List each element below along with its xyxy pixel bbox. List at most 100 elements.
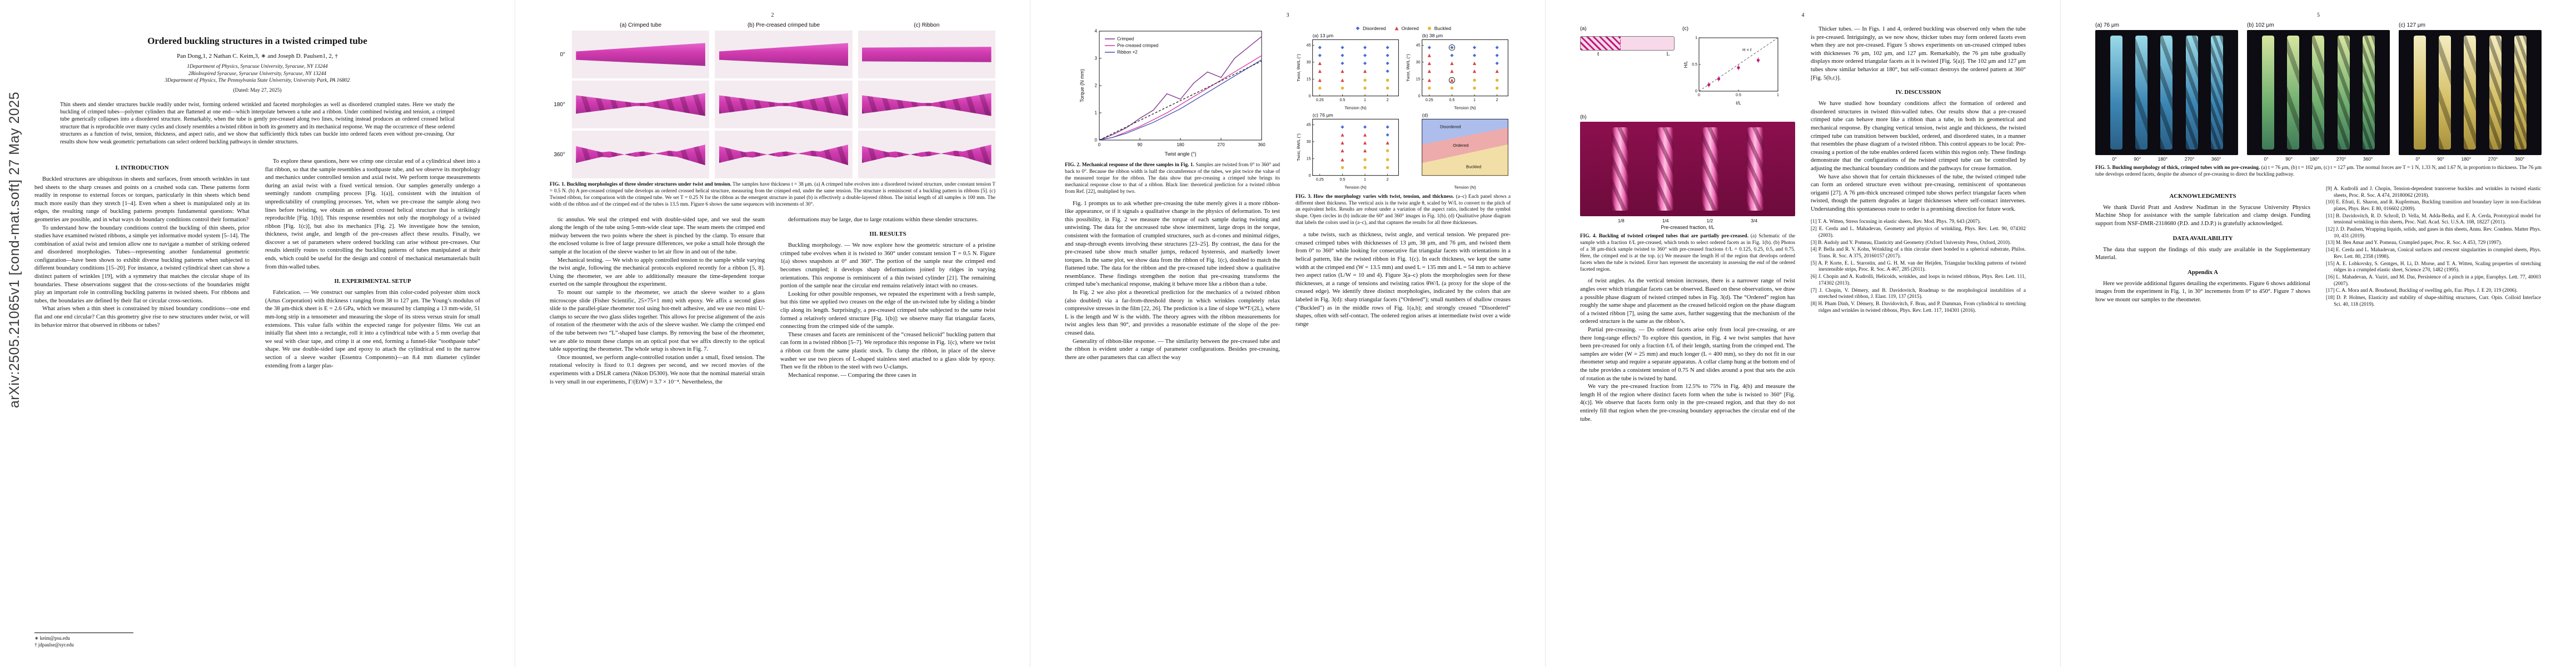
body-paragraph: deformations may be large, due to large … (788, 216, 978, 223)
body-paragraph: To understand how the boundary condition… (34, 225, 250, 304)
page4-right-column: Thicker tubes. — In Figs. 1 and 4, order… (1811, 26, 2026, 648)
reference-item: [1] T. A. Witten, Stress focusing in ela… (1811, 219, 1981, 225)
fig5-panel-127um: (c) 127 μm 0° 90° 180° 270° 360° (2399, 22, 2542, 162)
fig5-tube-photo (2362, 36, 2375, 150)
fig1-row-label-0deg: 0° (560, 51, 565, 58)
page5-left-column: ACKNOWLEDGMENTS We thank David Pratt and… (2095, 186, 2310, 648)
reference-item: [4] P. Bella and R. V. Kohn, Wrinkling o… (1811, 247, 2026, 259)
fig5-tube-photo (2439, 36, 2452, 150)
body-paragraph: In Fig. 2 we also plot a theoretical pre… (1065, 290, 1280, 337)
page2-right-column: deformations may be large, due to large … (780, 216, 995, 648)
svg-text:30: 30 (1416, 60, 1420, 64)
fig5-tube-photo (2464, 36, 2477, 150)
fig1-photo-ribbon-180deg (858, 81, 995, 128)
page-2: 2 (a) Crimped tube (b) Pre-creased crimp… (515, 0, 1030, 667)
fig2-torque-chart: 0 90 180 270 360 0 1 2 3 4 Twist angle (°) Torque (… (1065, 26, 1280, 159)
fig5-photo-strip-102um (2247, 30, 2390, 155)
fig1-photo-precreased-0deg (715, 31, 853, 78)
svg-text:Tension (N): Tension (N) (1344, 105, 1367, 110)
body-paragraph: Here we provide additional figures detai… (2095, 280, 2310, 303)
section-experimental-setup: II. EXPERIMENTAL SETUP (334, 278, 411, 285)
svg-text:360: 360 (1258, 142, 1265, 147)
reference-item: [10] E. Efrati, E. Sharon, and R. Kupfer… (2326, 200, 2541, 212)
body-paragraph: Mechanical response. — Comparing the thr… (788, 372, 916, 379)
body-paragraph: We thank David Pratt and Andrew Nadlman … (2095, 204, 2310, 227)
section-appendix-a: Appendix A (2188, 268, 2218, 276)
body-paragraph: Fig. 1 prompts us to ask whether pre-cre… (1065, 200, 1280, 288)
figure-3: Disordered Ordered Buckled (a) 13 μm 0.25 0.… (1296, 26, 1511, 227)
fig4-panel-a-schematic: (a) ℓ L (1580, 26, 1675, 59)
page5-right-column: [9] A. Kudrolli and J. Chopin, Tension-d… (2326, 186, 2541, 648)
page1-left-column: I. INTRODUCTION Buckled structures are u… (34, 158, 250, 648)
body-paragraph: Buckling morphology. — We now explore ho… (780, 242, 995, 290)
body-paragraph: What arises when a thin sheet is constra… (34, 306, 250, 328)
svg-text:(c) 76 μm: (c) 76 μm (1313, 113, 1333, 118)
affiliation-3: 3Department of Physics, The Pennsylvania… (165, 78, 350, 83)
fig5-angle-labels: 0° 90° 180° 270° 360° (2112, 156, 2221, 162)
svg-text:H = ℓ: H = ℓ (1742, 47, 1752, 52)
fig1-panel-a-title: (a) Crimped tube (620, 22, 662, 28)
fig5-panel-102um: (b) 102 μm 0° 90° 180° 270° 360° (2247, 22, 2390, 162)
fig5-tube-photo (2262, 36, 2275, 150)
fig3-panel: (a) 13 μm 0.25 0.5 1 2 0 15 30 45 Tension (N) Twis… (1296, 33, 1399, 110)
svg-text:0.25: 0.25 (1316, 98, 1324, 102)
reference-list: [1] T. A. Witten, Stress focusing in ela… (1811, 219, 2026, 315)
affiliation-2: 2BioInspired Syracuse, Syracuse Universi… (188, 71, 326, 77)
footnotes: ∗ keim@psu.edu † jdpaulse@syr.edu (34, 633, 134, 648)
page-1: arXiv:2505.21065v1 [cond-mat.soft] 27 Ma… (0, 0, 515, 667)
reference-item: [3] B. Audoly and Y. Pomeau, Elasticity … (1811, 240, 2011, 246)
page-number: 4 (1801, 12, 1805, 18)
svg-text:1: 1 (1473, 98, 1476, 102)
legend-item: Buckled (1427, 26, 1451, 31)
fig5-tube-photo (2160, 36, 2173, 150)
svg-text:Tension (N): Tension (N) (1454, 105, 1476, 110)
section-results: III. RESULTS (869, 231, 906, 238)
svg-text:0: 0 (1098, 142, 1100, 147)
figure-2: 0 90 180 270 360 0 1 2 3 4 Twist angle (°) Torque (… (1065, 26, 1280, 196)
reference-item: [7] J. Chopin, V. Démery, and B. Davidov… (1811, 287, 2026, 300)
fig4-precreased-region (1581, 37, 1621, 50)
svg-text:180: 180 (1177, 142, 1184, 147)
page4-left-column: (a) ℓ L (c) 0 0.5 1 0 0.5 1 ℓ/L H/L H = ℓ (1580, 26, 1795, 648)
reference-item: [16] L. Mahadevan, A. Vaziri, and M. Das… (2326, 274, 2541, 287)
svg-text:Crimped: Crimped (1117, 37, 1134, 42)
fig4-panel-c-label: (c) (1682, 26, 1689, 32)
body-paragraph: To explore these questions, here we crim… (265, 158, 480, 270)
svg-text:0.5: 0.5 (1736, 93, 1741, 97)
svg-text:Twist, θW/L (°): Twist, θW/L (°) (1296, 54, 1301, 82)
fig1-photo-ribbon-360deg (858, 131, 995, 178)
fig1-panel-c-title: (c) Ribbon (914, 22, 940, 28)
svg-text:Ribbon ×2: Ribbon ×2 (1117, 50, 1138, 55)
svg-text:2: 2 (1496, 98, 1498, 102)
svg-text:0: 0 (1309, 94, 1311, 98)
svg-text:Twist, θW/L (°): Twist, θW/L (°) (1296, 133, 1301, 161)
svg-text:45: 45 (1307, 43, 1311, 48)
fig4-photo-strip (1580, 122, 1795, 216)
fig5-panel-a-title: (a) 76 μm (2095, 22, 2119, 28)
author-list: Pan Dong,1, 2 Nathan C. Keim,3, ∗ and Jo… (177, 53, 338, 59)
svg-text:Pre-creased crimped: Pre-creased crimped (1117, 43, 1158, 48)
fig5-angle-labels: 0° 90° 180° 270° 360° (2415, 156, 2525, 162)
svg-text:0.5: 0.5 (1339, 98, 1345, 102)
body-paragraph: a tube twists, such as thickness, twist … (1296, 232, 1511, 327)
svg-text:45: 45 (1307, 123, 1311, 127)
fig5-panel-c-title: (c) 127 μm (2399, 22, 2425, 28)
page3-right-column: Disordered Ordered Buckled (a) 13 μm 0.25 0.… (1296, 26, 1511, 648)
reference-item: [13] M. Ben Amar and Y. Pomeau, Crumpled… (2326, 240, 2502, 246)
fig5-angle-labels: 0° 90° 180° 270° 360° (2264, 156, 2373, 162)
reference-item: [14] E. Cerda and L. Mahadevan, Conical … (2326, 247, 2541, 260)
svg-text:0: 0 (1418, 94, 1420, 98)
svg-text:2: 2 (1387, 98, 1389, 102)
page-number: 3 (1286, 12, 1289, 18)
body-paragraph: Thicker tubes. — In Figs. 1 and 4, order… (1811, 26, 2026, 81)
body-paragraph: Looking for other possible responses, we… (780, 291, 995, 330)
svg-text:Twist, θW/L (°): Twist, θW/L (°) (1406, 54, 1411, 82)
footnote-email-2: † jdpaulse@syr.edu (34, 641, 74, 648)
fig4c-facet-length-chart: 0 0.5 1 0 0.5 1 ℓ/L H/L H = ℓ (1682, 33, 1782, 109)
svg-text:1: 1 (1777, 93, 1779, 97)
fig1-caption: FIG. 1. Buckling morphologies of three s… (550, 182, 996, 207)
affiliation-1: 1Department of Physics, Syracuse Univers… (187, 64, 328, 69)
svg-text:H/L: H/L (1683, 61, 1688, 68)
fig5-tube-photo (2210, 36, 2223, 150)
